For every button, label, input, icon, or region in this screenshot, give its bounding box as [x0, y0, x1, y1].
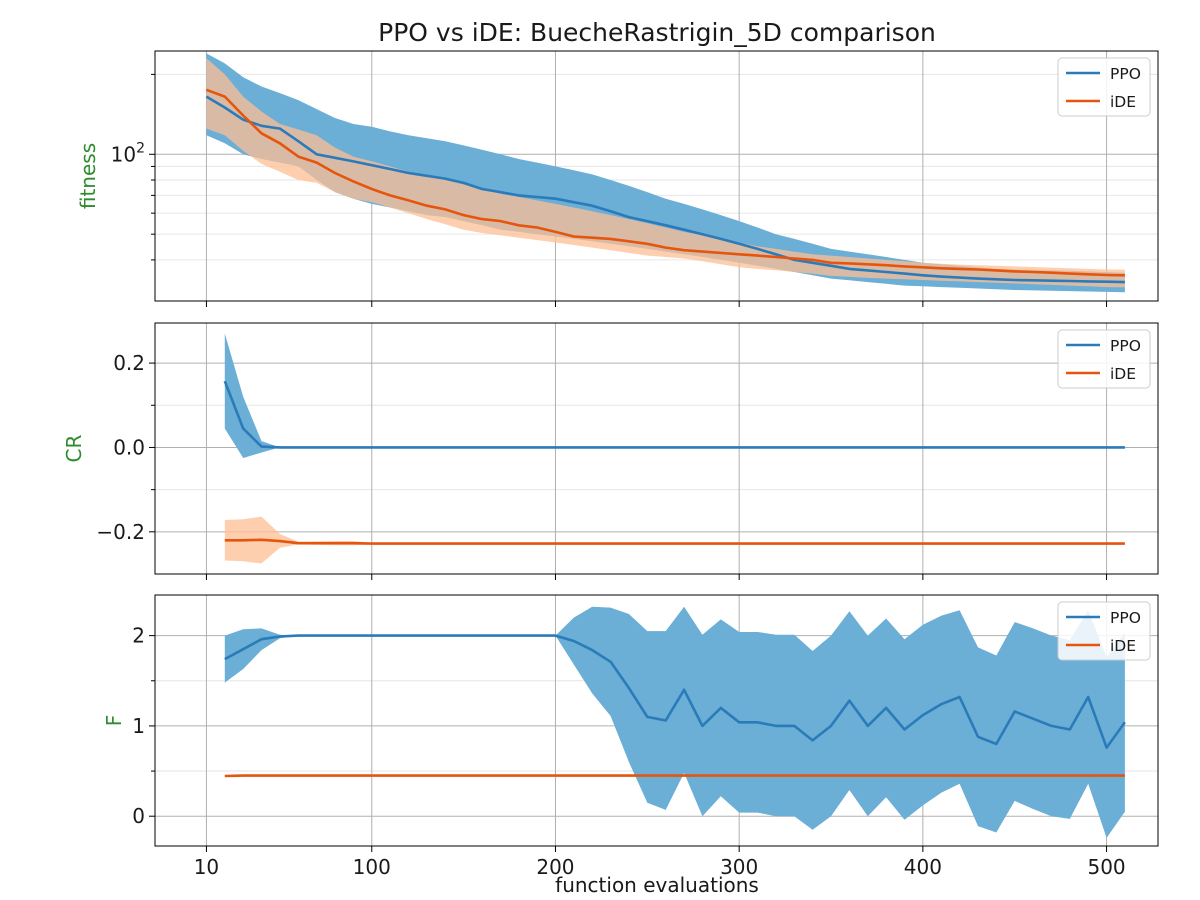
- ide-band: [206, 58, 1125, 288]
- ide-band: [224, 516, 1125, 564]
- x-tick-label: 300: [720, 855, 758, 879]
- legend-label: PPO: [1110, 65, 1141, 83]
- x-tick-label: 400: [904, 855, 942, 879]
- y-tick-label: −0.2: [96, 520, 145, 544]
- x-tick-label: 10: [194, 855, 219, 879]
- ppo-line: [205, 95, 1125, 284]
- ide-line: [205, 88, 1125, 277]
- axes-frame: [154, 50, 1159, 302]
- legend-label: iDE: [1110, 365, 1136, 383]
- y-tick-label: 2: [132, 624, 145, 648]
- axes-frame: [154, 594, 1159, 847]
- y-axis-label: CR: [62, 434, 86, 462]
- legend: PPO iDE: [1057, 57, 1151, 117]
- fitness-panel: 102 fitness PPO iDE: [76, 50, 1159, 307]
- x-tick-label: 500: [1087, 855, 1125, 879]
- y-axis-label: F: [102, 715, 126, 727]
- axes-frame: [154, 322, 1159, 575]
- y-tick-label: 0.0: [113, 435, 145, 459]
- cr-panel: 0.2 0.0 −0.2 CR PPO iDE: [62, 322, 1159, 580]
- ppo-band: [224, 606, 1125, 838]
- legend: PPO iDE: [1057, 329, 1151, 389]
- ide-line: [224, 538, 1125, 545]
- x-tick-label: 100: [353, 855, 391, 879]
- y-tick-exponent: 2: [136, 140, 145, 156]
- ppo-band: [224, 333, 1125, 458]
- legend: PPO iDE: [1057, 601, 1151, 661]
- ppo-line: [223, 380, 1125, 449]
- legend-label: PPO: [1110, 337, 1141, 355]
- y-axis-label: fitness: [76, 143, 100, 209]
- legend-label: PPO: [1110, 609, 1141, 627]
- y-tick-label: 0.2: [113, 351, 145, 375]
- legend-label: iDE: [1110, 637, 1136, 655]
- y-tick-label: 102: [111, 140, 145, 166]
- ppo-line: [224, 634, 1126, 749]
- legend-label: iDE: [1110, 93, 1136, 111]
- y-tick-label: 0: [132, 804, 145, 828]
- y-tick-label: 1: [132, 714, 145, 738]
- chart-title: PPO vs iDE: BuecheRastrigin_5D compariso…: [378, 18, 936, 47]
- x-tick-label: 200: [536, 855, 574, 879]
- x-axis-label: function evaluations: [555, 873, 759, 897]
